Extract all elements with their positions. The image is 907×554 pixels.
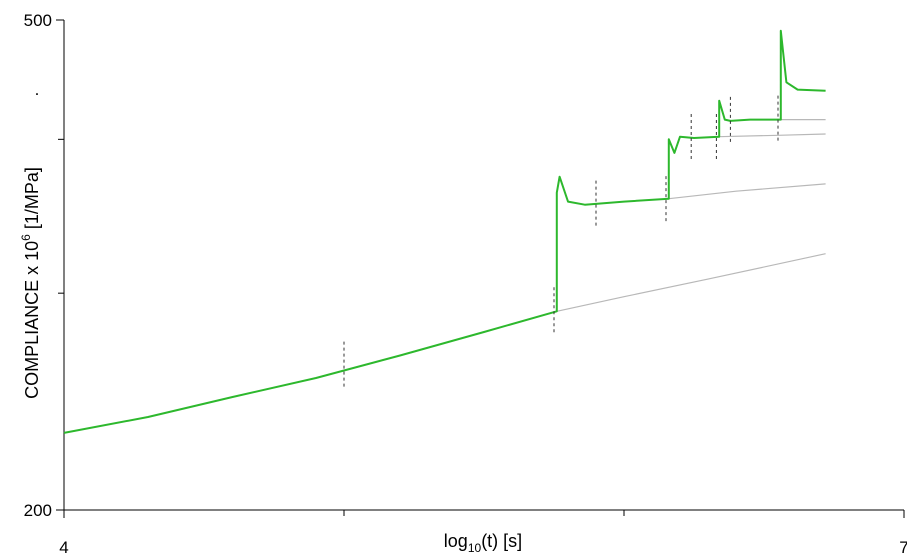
x-tick-label-0: 4 bbox=[59, 538, 68, 554]
interval-markers bbox=[343, 95, 779, 390]
y-axis-dot-mark: . bbox=[35, 80, 40, 99]
x-tick-label-1: 7 bbox=[899, 538, 907, 554]
fit-line-0 bbox=[556, 253, 826, 312]
axes bbox=[63, 20, 904, 511]
ticks: 4 7 200 500 bbox=[24, 11, 907, 554]
measured-line bbox=[63, 29, 826, 434]
fit-lines bbox=[556, 118, 826, 312]
y-tick-label-1: 500 bbox=[24, 11, 52, 30]
measured-lines bbox=[63, 29, 826, 434]
fit-line-1 bbox=[668, 183, 826, 200]
x-axis-title: log10(t) [s] bbox=[444, 531, 522, 554]
y-axis-title: COMPLIANCE x 106 [1/MPa] bbox=[19, 167, 42, 399]
fit-line-2 bbox=[719, 133, 826, 138]
y-tick-label-0: 200 bbox=[24, 501, 52, 520]
